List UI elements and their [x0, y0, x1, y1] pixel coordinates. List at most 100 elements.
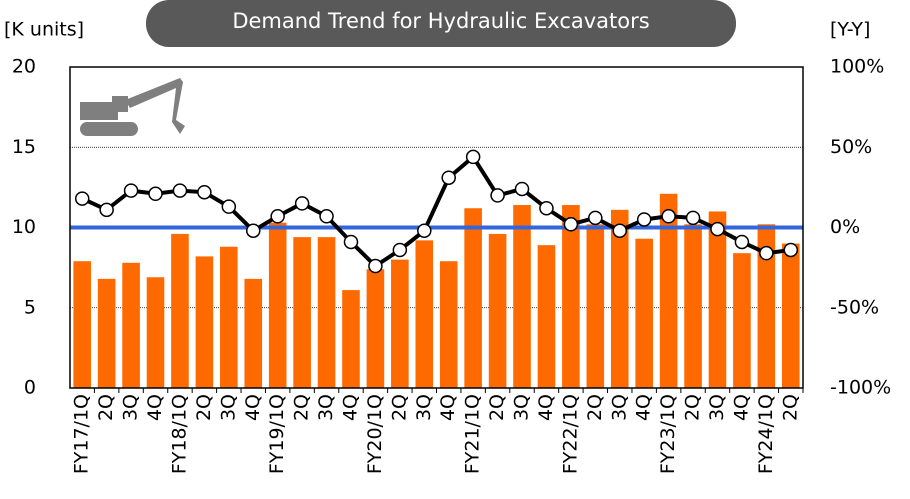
x-tick-label: 3Q [413, 394, 435, 421]
x-tick-label: 4Q [437, 394, 459, 421]
bar [659, 193, 678, 388]
marker [612, 223, 627, 238]
marker [392, 242, 408, 258]
bar [464, 208, 482, 388]
marker [246, 223, 261, 238]
marker [99, 202, 114, 218]
x-tick-label: 2Q [193, 394, 215, 421]
marker [441, 170, 456, 185]
marker [270, 209, 285, 224]
bar [122, 262, 140, 388]
x-tick-label: 3Q [511, 394, 533, 421]
marker [368, 258, 383, 274]
marker [465, 149, 481, 165]
marker [148, 186, 163, 202]
marker [685, 210, 701, 226]
y2-tick-label: 50% [830, 136, 872, 158]
bar [757, 224, 776, 388]
y2-axis-label: [Y-Y] [830, 19, 870, 41]
y2-tick-label: -50% [830, 296, 879, 318]
bar [586, 224, 605, 388]
bar [73, 261, 92, 388]
bar [195, 256, 214, 388]
bar [635, 238, 653, 388]
x-tick-label: FY22/1Q [559, 394, 581, 474]
marker [172, 183, 188, 198]
y2-tick-label: 0% [830, 216, 860, 238]
marker [343, 234, 359, 250]
bar [781, 243, 800, 388]
marker [197, 184, 212, 200]
bar [488, 233, 507, 388]
x-tick-label: 3Q [217, 394, 239, 421]
marker [783, 242, 799, 258]
bar [146, 277, 165, 388]
y-tick-label: 20 [12, 56, 36, 78]
x-tick-label: 2Q [291, 394, 313, 421]
bar [342, 290, 360, 388]
y-tick-label: 5 [24, 296, 36, 318]
bar [220, 246, 238, 388]
y-tick-label: 15 [12, 136, 36, 158]
bar [610, 209, 629, 388]
bar [708, 211, 727, 388]
x-tick-label: 3Q [706, 394, 728, 421]
bar [537, 245, 556, 388]
marker [319, 209, 334, 224]
marker [588, 210, 603, 226]
bar [733, 253, 751, 388]
y-tick-label: 10 [12, 216, 36, 238]
marker [221, 199, 237, 214]
bar [513, 205, 531, 388]
x-tick-label: 4Q [339, 394, 361, 421]
y2-tick-label: -100% [830, 377, 891, 399]
bar [268, 222, 287, 388]
marker [734, 234, 750, 250]
bar [366, 269, 385, 388]
y-axis-label: [K units] [4, 19, 84, 41]
x-tick-label: 4Q [535, 394, 557, 421]
x-tick-label: 2Q [682, 394, 704, 421]
bar [97, 278, 116, 388]
marker [417, 223, 432, 238]
x-tick-label: FY23/1Q [657, 394, 679, 474]
x-tick-label: 2Q [95, 394, 117, 421]
x-tick-label: FY17/1Q [71, 394, 93, 474]
marker [539, 200, 554, 216]
bar [684, 224, 702, 388]
x-tick-label: 4Q [730, 394, 752, 421]
x-tick-label: FY21/1Q [462, 394, 484, 474]
x-tick-label: 4Q [242, 394, 264, 421]
marker [490, 188, 505, 203]
x-tick-label: 3Q [315, 394, 337, 421]
marker [294, 196, 310, 211]
marker [514, 181, 530, 197]
x-tick-label: 3Q [120, 394, 142, 421]
bar [391, 259, 409, 388]
y2-tick-label: 100% [830, 56, 884, 78]
marker [74, 191, 90, 206]
x-tick-label: FY18/1Q [168, 394, 190, 474]
x-tick-label: 2Q [779, 394, 801, 421]
marker [563, 217, 579, 232]
chart-title: Demand Trend for Hydraulic Excavators [232, 9, 649, 33]
bar [171, 233, 189, 388]
bar [244, 278, 263, 388]
marker [123, 183, 139, 198]
bar [317, 237, 336, 388]
x-tick-label: FY24/1Q [755, 394, 777, 474]
y-tick-label: 0 [24, 377, 36, 399]
x-tick-label: 2Q [486, 394, 508, 421]
marker [710, 221, 725, 237]
excavator-icon [80, 78, 185, 136]
x-tick-label: 4Q [144, 394, 166, 421]
x-tick-label: FY20/1Q [364, 394, 386, 474]
x-tick-label: 4Q [633, 394, 655, 421]
bar [293, 237, 311, 388]
bar [562, 205, 580, 388]
marker [661, 209, 676, 224]
marker [636, 212, 652, 227]
x-tick-label: 2Q [388, 394, 410, 421]
x-tick-label: FY19/1Q [266, 394, 288, 474]
